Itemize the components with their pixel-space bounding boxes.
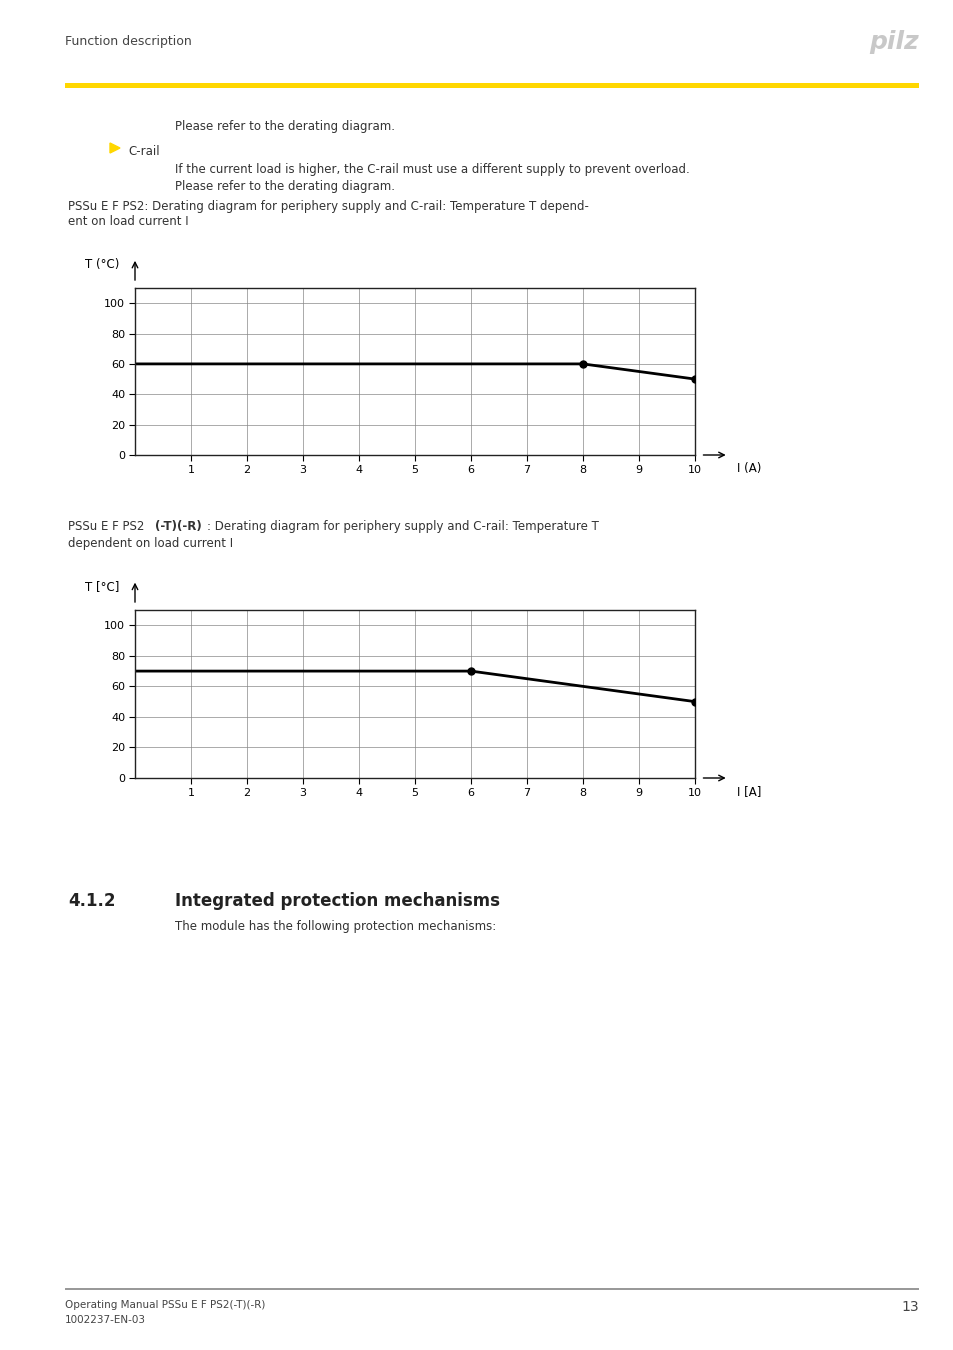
Polygon shape [110, 143, 120, 153]
Text: I [A]: I [A] [737, 784, 760, 798]
Text: PSSu E F PS2: Derating diagram for periphery supply and C-rail: Temperature T de: PSSu E F PS2: Derating diagram for perip… [68, 200, 588, 228]
Text: 13: 13 [901, 1300, 918, 1314]
Text: Function description: Function description [65, 35, 192, 49]
Text: C-rail: C-rail [128, 144, 159, 158]
Text: Integrated protection mechanisms: Integrated protection mechanisms [174, 892, 499, 910]
Text: 4.1.2: 4.1.2 [68, 892, 115, 910]
Text: 1002237-EN-03: 1002237-EN-03 [65, 1315, 146, 1324]
Text: Please refer to the derating diagram.: Please refer to the derating diagram. [174, 120, 395, 134]
Text: : Derating diagram for periphery supply and C-rail: Temperature T: : Derating diagram for periphery supply … [207, 520, 598, 533]
Text: dependent on load current I: dependent on load current I [68, 537, 233, 549]
Text: (-T)(-R): (-T)(-R) [154, 520, 201, 533]
Text: If the current load is higher, the C-rail must use a different supply to prevent: If the current load is higher, the C-rai… [174, 163, 689, 176]
Text: T [°C]: T [°C] [85, 580, 119, 593]
Text: I (A): I (A) [737, 462, 760, 475]
Text: PSSu E F PS2: PSSu E F PS2 [68, 520, 144, 533]
Text: The module has the following protection mechanisms:: The module has the following protection … [174, 919, 496, 933]
Text: T (°C): T (°C) [85, 258, 119, 271]
Text: Operating Manual PSSu E F PS2(-T)(-R): Operating Manual PSSu E F PS2(-T)(-R) [65, 1300, 265, 1310]
Text: Please refer to the derating diagram.: Please refer to the derating diagram. [174, 180, 395, 193]
Text: pilz: pilz [868, 30, 918, 54]
